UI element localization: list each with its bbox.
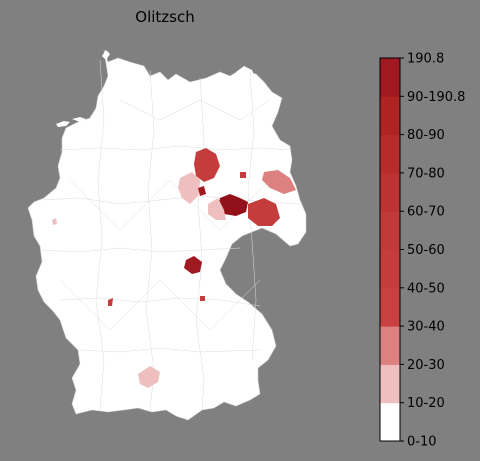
region-dessau [198, 186, 206, 196]
highlighted-regions [52, 148, 296, 388]
region-saarland-spot [52, 218, 57, 225]
region-saxony-anhalt-west [178, 172, 200, 204]
legend-tick-label: 30-40 [407, 320, 445, 335]
region-erfurt [184, 256, 202, 274]
region-leipzig-north [218, 194, 248, 216]
legend-tick-label: 90-190.8 [407, 90, 465, 105]
region-ulm-area [138, 366, 160, 388]
legend-tick-label: 10-20 [407, 396, 445, 411]
legend-bin-7 [380, 134, 400, 174]
legend-tick-label: 0-10 [407, 435, 437, 450]
legend-tick-label: 70-80 [407, 166, 445, 181]
region-upper-franconia-spot [200, 296, 205, 301]
legend-bin-4 [380, 249, 400, 289]
legend-tick-label: 20-30 [407, 358, 445, 373]
legend-bin-2 [380, 326, 400, 365]
legend-bin-6 [380, 172, 400, 212]
legend-tick-label: 50-60 [407, 243, 445, 258]
legend-bin-3 [380, 287, 400, 327]
germany-land [27, 49, 307, 421]
legend-tick-label: 80-90 [407, 128, 445, 143]
frisian-islands [56, 114, 100, 127]
map-title: Olitzsch [135, 8, 195, 26]
region-halle-area [208, 198, 226, 220]
legend-bin-0 [380, 402, 400, 442]
legend-bin-9 [380, 58, 400, 97]
legend-tick-label: 40-50 [407, 281, 445, 296]
region-north-brandenburg [194, 148, 220, 182]
region-dresden-area [248, 198, 280, 226]
region-karlsruhe-spot [108, 298, 113, 306]
legend-tick-label: 190.8 [407, 52, 444, 67]
legend-bin-1 [380, 364, 400, 404]
legend-bin-8 [380, 96, 400, 136]
legend-tick-label: 60-70 [407, 205, 445, 220]
legend-bin-5 [380, 211, 400, 250]
region-small-brandenburg-spot [240, 172, 246, 178]
region-lower-silesia [262, 170, 296, 194]
